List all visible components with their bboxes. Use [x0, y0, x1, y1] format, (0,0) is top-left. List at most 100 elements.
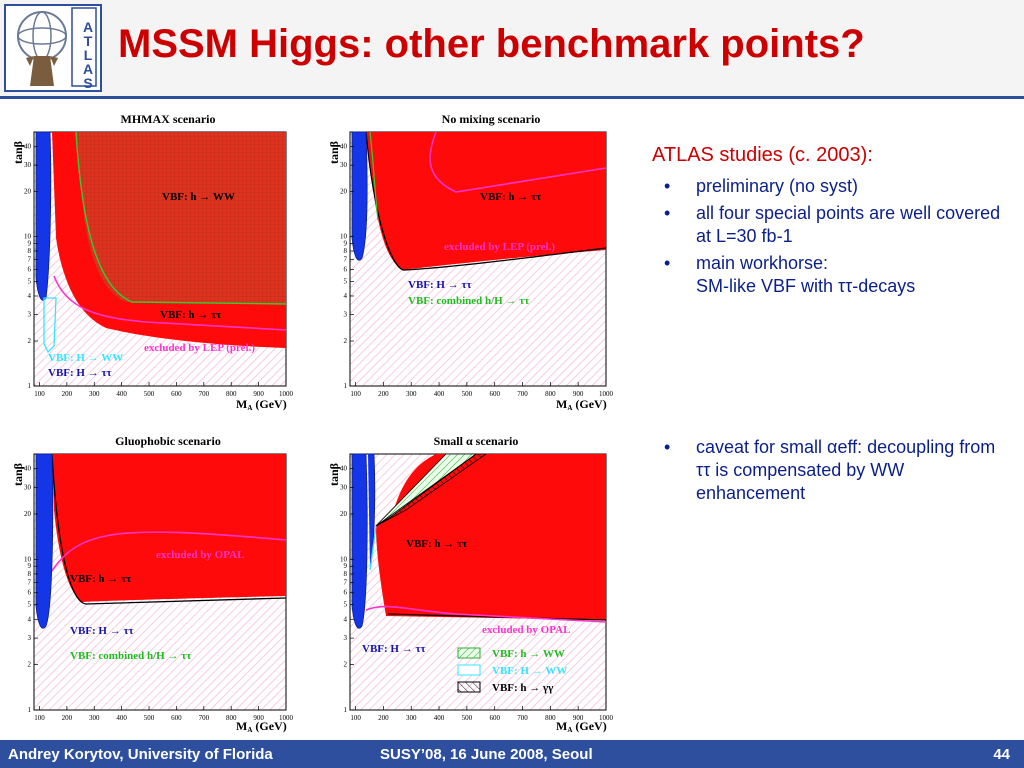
footer-author: Andrey Korytov, University of Florida: [8, 746, 273, 763]
bullet-dot-icon: •: [664, 203, 671, 223]
x-tick-label: 900: [253, 390, 264, 398]
legend-swatch-green-hatch: [457, 647, 481, 659]
x-tick-label: 900: [573, 714, 584, 722]
y-tick-label: 20: [24, 187, 32, 195]
x-tick-label: 300: [89, 714, 100, 722]
y-tick-label: 20: [340, 510, 348, 518]
x-tick-label: 400: [116, 390, 127, 398]
legend-swatch-cyan: [457, 664, 481, 676]
bullet-text: caveat for small αeff: decoupling from τ…: [696, 437, 996, 503]
x-tick-label: 800: [226, 714, 237, 722]
plot-label: VBF: h → ττ: [480, 191, 541, 203]
x-tick-label: 300: [89, 390, 100, 398]
y-tick-label: 8: [344, 247, 348, 255]
bullet-subtext: SM-like VBF with ττ-decays: [696, 276, 916, 296]
y-tick-label: 4: [344, 615, 348, 623]
x-axis-label: MA (GeV): [556, 719, 607, 734]
x-axis-label: MA (GeV): [236, 719, 287, 734]
y-axis-label: tanβ: [11, 463, 25, 486]
y-tick-label: 10: [340, 555, 348, 563]
y-tick-label: 7: [344, 579, 348, 587]
y-tick-label: 1: [344, 706, 348, 714]
y-tick-label: 5: [28, 601, 32, 609]
y-tick-label: 4: [344, 292, 348, 300]
x-tick-label: 400: [434, 390, 445, 398]
bullet-item: • preliminary (no syst): [652, 175, 1012, 198]
plot-label: VBF: h → ττ: [160, 309, 221, 321]
y-tick-label: 5: [344, 601, 348, 609]
y-tick-label: 10: [24, 555, 32, 563]
x-tick-label: 400: [116, 714, 127, 722]
plot-label: VBF: h → ττ: [406, 538, 467, 550]
x-tick-label: 1000: [279, 390, 294, 398]
y-tick-label: 40: [340, 465, 348, 473]
y-tick-label: 4: [28, 615, 32, 623]
y-axis-label: tanβ: [327, 463, 341, 486]
y-tick-label: 7: [28, 256, 32, 264]
footer-divider: [0, 740, 1024, 742]
y-tick-label: 1: [344, 382, 348, 390]
y-tick-label: 40: [340, 142, 348, 150]
y-tick-label: 8: [28, 247, 32, 255]
footer-bar: Andrey Korytov, University of Florida SU…: [0, 742, 1024, 768]
x-tick-label: 400: [434, 714, 445, 722]
x-tick-label: 700: [517, 390, 528, 398]
plot-title: No mixing scenario: [442, 112, 541, 126]
plot-label: VBF: H → ττ: [48, 367, 112, 379]
x-tick-label: 100: [34, 714, 45, 722]
y-tick-label: 30: [340, 483, 348, 491]
x-tick-label: 1000: [599, 714, 614, 722]
x-tick-label: 600: [171, 390, 182, 398]
x-tick-label: 800: [545, 714, 556, 722]
x-tick-label: 1000: [279, 714, 294, 722]
x-tick-label: 800: [226, 390, 237, 398]
plot-label: VBF: H → ττ: [70, 625, 134, 637]
x-tick-label: 900: [573, 390, 584, 398]
plot-title: Gluophobic scenario: [115, 434, 221, 448]
bullet-text: main workhorse:: [696, 253, 829, 273]
plot-title: MHMAX scenario: [121, 112, 216, 126]
x-tick-label: 500: [462, 390, 473, 398]
y-tick-label: 6: [28, 266, 32, 274]
y-tick-label: 40: [24, 142, 32, 150]
x-axis-label: MA (GeV): [556, 397, 607, 412]
bullet-item: • main workhorse: SM-like VBF with ττ-deca…: [652, 252, 1012, 298]
x-tick-label: 300: [406, 390, 417, 398]
y-tick-label: 9: [344, 239, 348, 247]
notes-heading: ATLAS studies (c. 2003):: [652, 144, 873, 166]
x-tick-label: 800: [545, 390, 556, 398]
y-axis-label: tanβ: [11, 141, 25, 164]
x-tick-label: 200: [62, 714, 73, 722]
y-tick-label: 4: [28, 292, 32, 300]
y-tick-label: 20: [340, 187, 348, 195]
x-tick-label: 200: [378, 714, 389, 722]
y-tick-label: 8: [28, 570, 32, 578]
atlas-logo: ATLAS: [4, 4, 102, 92]
bullet-dot-icon: •: [664, 176, 671, 196]
plot-label: VBF: h → γγ: [492, 682, 553, 694]
bullet-item: • all four special points are well covere…: [652, 202, 1012, 248]
y-tick-label: 5: [28, 278, 32, 286]
x-tick-label: 200: [62, 390, 73, 398]
x-tick-label: 700: [517, 714, 528, 722]
y-tick-label: 10: [340, 232, 348, 240]
plot-label: excluded by LEP (prel.): [444, 241, 555, 253]
plot-gluophobic: Gluophobic scenario excluded by OPAL VBF…: [6, 430, 311, 735]
plot-label: VBF: h → ττ: [70, 573, 131, 585]
x-tick-label: 100: [350, 714, 361, 722]
y-tick-label: 8: [344, 570, 348, 578]
x-tick-label: 1000: [599, 390, 614, 398]
plot-label: VBF: h → WW: [492, 648, 565, 660]
footer-page-number: 44: [993, 746, 1010, 763]
bullet-text: preliminary (no syst): [696, 176, 859, 196]
plot-label: VBF: H → WW: [48, 352, 123, 364]
title-bar: [0, 0, 1024, 96]
plot-label: VBF: h → WW: [162, 191, 235, 203]
logo-wordmark: ATLAS: [82, 19, 94, 91]
plot-label: VBF: H → ττ: [408, 279, 472, 291]
bullet-dot-icon: •: [664, 437, 671, 457]
x-tick-label: 200: [378, 390, 389, 398]
y-tick-label: 1: [28, 706, 32, 714]
x-tick-labels: 100 200 300 400 500 600 700 800 900 1000: [34, 382, 294, 398]
